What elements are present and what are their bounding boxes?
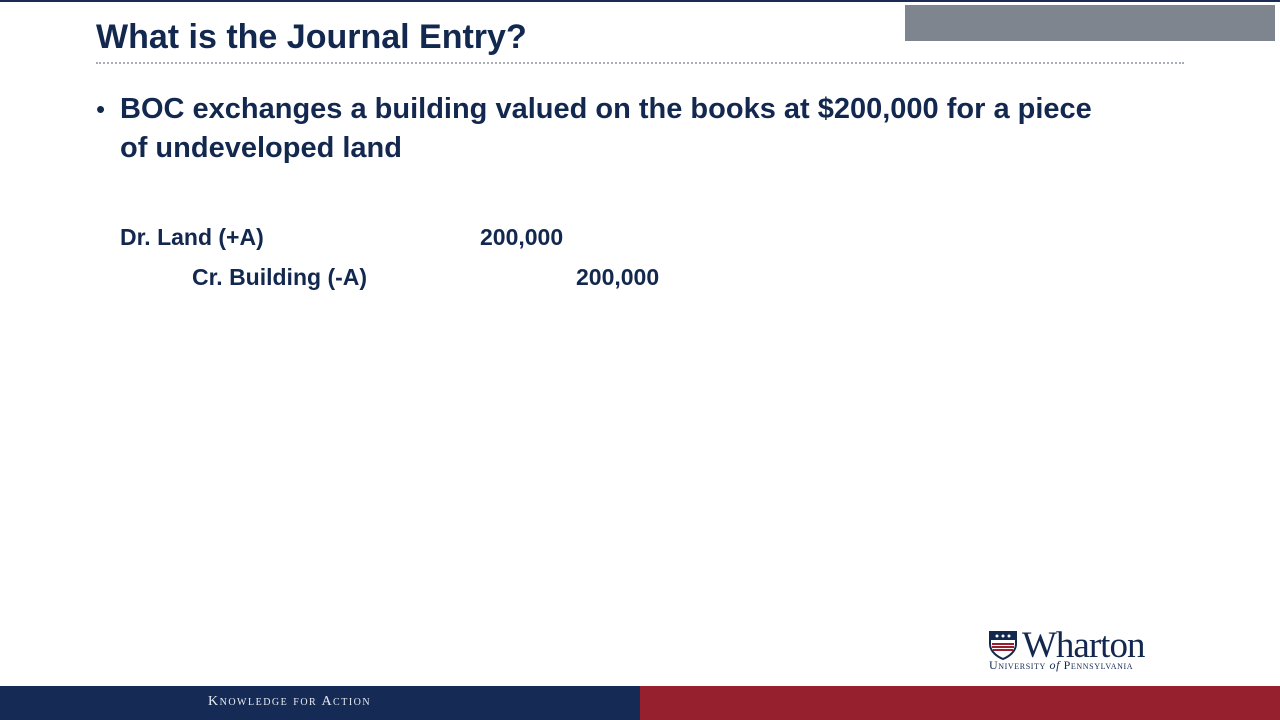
university-wordmark: University of Pennsylvania [989,658,1133,673]
university-of: of [1049,658,1061,672]
wharton-wordmark: Wharton [1022,625,1145,666]
debit-amount: 200,000 [480,224,564,250]
bullet-marker: • [96,94,106,124]
footer-red-band [640,686,1280,720]
wharton-logo: Wharton University of Pennsylvania [988,625,1198,673]
footer-tagline: Knowledge for Action [208,694,372,709]
debit-account: Dr. Land (+A) [120,224,264,250]
title-divider [96,62,1184,64]
top-border-line [0,0,1280,2]
university-suffix: Pennsylvania [1063,658,1134,672]
penn-shield-icon [989,631,1017,660]
slide-title: What is the Journal Entry? [96,18,527,56]
corner-accent-box [905,5,1275,41]
bullet-item: • BOC exchanges a building valued on the… [96,90,1136,168]
university-prefix: University [989,658,1046,672]
footer-navy-band [0,686,640,720]
credit-amount: 200,000 [576,264,660,290]
bullet-text: BOC exchanges a building valued on the b… [120,93,1092,164]
credit-account: Cr. Building (-A) [192,264,368,290]
